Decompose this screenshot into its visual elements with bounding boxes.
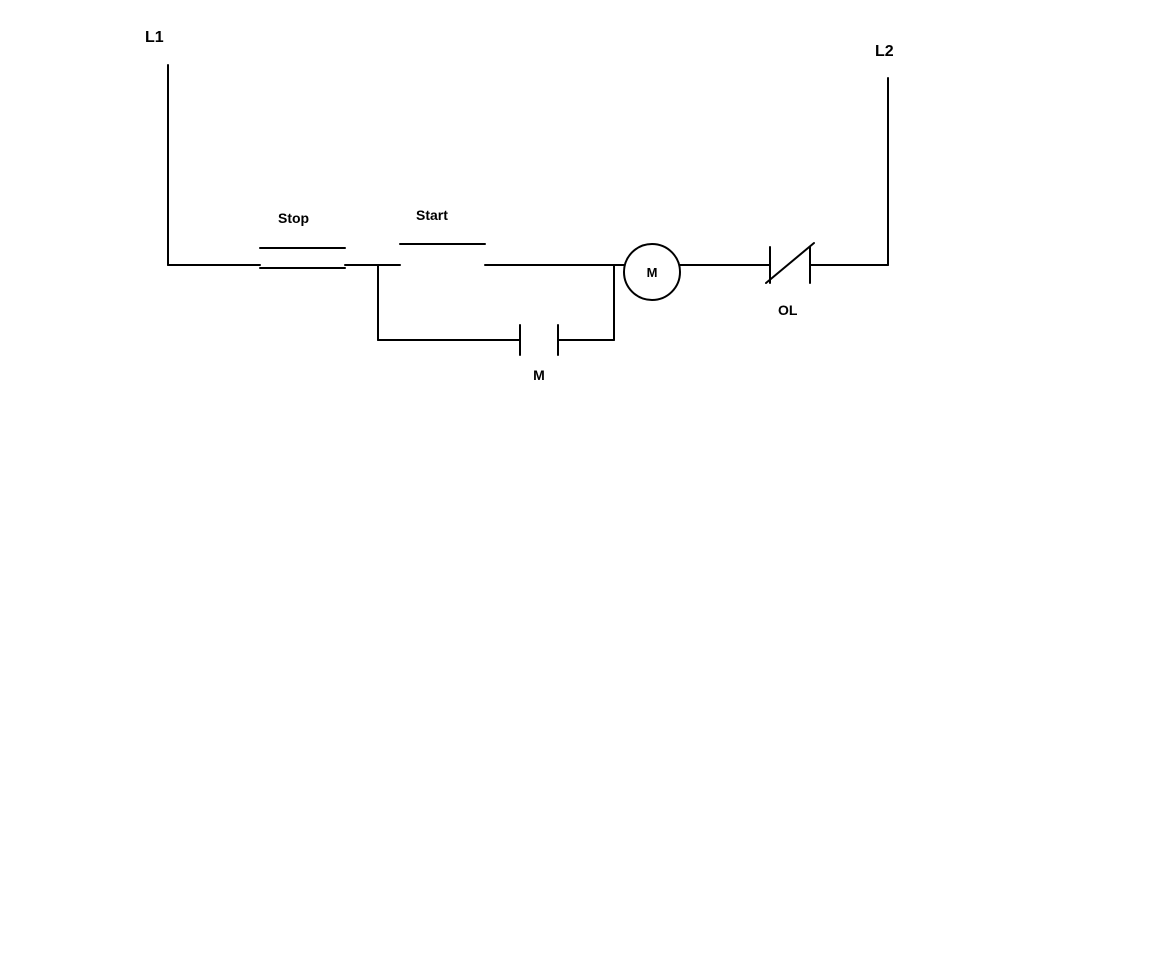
label-stop: Stop [278,210,309,226]
label-l2: L2 [875,43,894,60]
label-l1: L1 [145,29,164,46]
label-start: Start [416,207,448,223]
ol-slash [766,243,814,283]
label-ol: OL [778,302,798,318]
label-m-contact: M [533,367,545,383]
label-m-coil: M [647,265,658,280]
